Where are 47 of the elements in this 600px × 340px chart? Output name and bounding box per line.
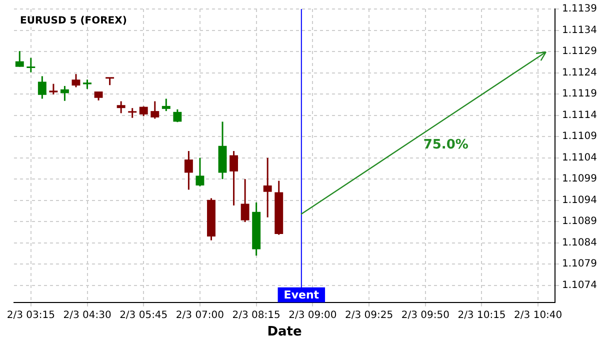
candlestick xyxy=(150,100,160,120)
x-tick-label: 2/3 08:15 xyxy=(232,310,280,321)
y-tick-label: 1.1089 xyxy=(562,216,598,228)
candlestick xyxy=(72,73,80,88)
candlestick xyxy=(230,150,238,206)
candlestick xyxy=(116,100,126,114)
x-tick-label: 2/3 03:15 xyxy=(6,310,55,321)
text: Event xyxy=(284,288,320,302)
y-tick-label: 1.1124 xyxy=(562,67,598,78)
candlestick xyxy=(26,57,36,74)
candlestick xyxy=(49,83,58,96)
candlestick xyxy=(15,50,24,68)
candlestick xyxy=(173,108,182,123)
x-tick-label: 2/3 09:00 xyxy=(288,310,337,321)
text: EURUSD 5 (FOREX) xyxy=(20,16,127,27)
x-tick-label: 2/3 10:15 xyxy=(458,310,506,321)
y-tick-label: 1.1074 xyxy=(562,280,598,291)
candlestick xyxy=(83,78,92,90)
candlestick xyxy=(162,98,170,112)
y-tick-label: 1.1119 xyxy=(562,88,598,100)
candlestick xyxy=(184,150,193,190)
y-tick-label: 1.1094 xyxy=(562,194,598,206)
candlestick xyxy=(60,85,69,102)
y-tick-label: 1.1134 xyxy=(562,24,598,36)
x-tick-label: 2/3 10:40 xyxy=(514,310,562,321)
x-tick-label: 2/3 05:45 xyxy=(120,310,168,321)
y-tick-label: 1.1084 xyxy=(562,237,598,248)
x-tick-label: 2/3 04:30 xyxy=(63,310,112,321)
candlestick xyxy=(139,106,148,117)
x-tick-label: 2/3 09:25 xyxy=(344,310,394,321)
candlestick xyxy=(128,107,137,119)
candlestick xyxy=(38,75,46,100)
candlestick xyxy=(240,178,250,223)
candlestick xyxy=(196,157,204,188)
x-tick-label: 2/3 07:00 xyxy=(176,310,224,321)
candlestick xyxy=(263,157,272,218)
y-tick-label: 1.1139 xyxy=(562,4,598,15)
y-tick-label: 1.1129 xyxy=(562,46,598,58)
candlestick xyxy=(106,77,114,86)
y-tick-label: 1.1099 xyxy=(562,174,598,185)
y-tick-label: 1.1109 xyxy=(562,131,598,142)
y-tick-label: 1.1104 xyxy=(562,152,598,164)
x-tick-label: 2/3 09:50 xyxy=(401,310,450,321)
y-tick-label: 1.1114 xyxy=(562,110,598,121)
x-axis-title: Date xyxy=(267,324,302,340)
y-tick-label: 1.1079 xyxy=(562,258,598,270)
annotation: 75.0% xyxy=(423,137,468,152)
